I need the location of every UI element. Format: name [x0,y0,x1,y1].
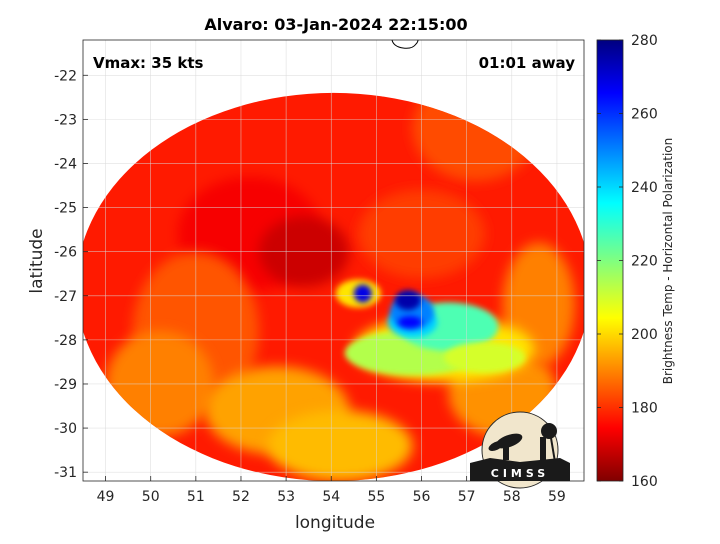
y-tick-label: -31 [54,465,77,481]
logo-label: CIMSS [491,467,549,480]
axes-frame [82,39,585,482]
y-tick-label: -22 [54,68,77,84]
y-tick-label: -26 [54,245,77,261]
colorbar [596,39,624,482]
x-tick-label: 55 [367,489,385,505]
x-axis-label: longitude [295,513,375,533]
y-tick-label: -30 [54,421,77,437]
vmax-annotation: Vmax: 35 kts [93,54,203,72]
colorbar-tick-label: 200 [631,327,658,343]
x-tick-label: 57 [458,489,476,505]
x-tick-label: 49 [97,489,115,505]
y-tick-label: -23 [54,112,77,128]
x-axis: 49 50 51 52 53 54 55 56 57 58 59 [97,476,566,505]
colorbar-ticks: 280 260 240 220 200 180 160 [597,33,658,490]
y-tick-label: -25 [54,201,77,217]
y-tick-label: -28 [54,333,77,349]
time-away-annotation: 01:01 away [479,54,576,72]
colorbar-tick-label: 220 [631,254,658,270]
x-tick-label: 51 [187,489,205,505]
y-tick-label: -27 [54,289,77,305]
colorbar-tick-label: 180 [631,401,658,417]
colorbar-tick-label: 160 [631,474,658,490]
x-tick-label: 50 [142,489,160,505]
x-tick-label: 54 [322,489,340,505]
x-tick-label: 58 [503,489,521,505]
x-tick-label: 56 [413,489,431,505]
colorbar-tick-label: 260 [631,107,658,123]
y-tick-label: -24 [54,156,77,172]
cimss-logo: CIMSS [470,411,570,489]
colorbar-label: Brightness Temp - Horizontal Polarizatio… [661,138,675,385]
x-tick-label: 52 [232,489,250,505]
y-tick-label: -29 [54,377,77,393]
x-tick-label: 53 [277,489,295,505]
y-axis-label: latitude [27,228,47,293]
chart-title: Alvaro: 03-Jan-2024 22:15:00 [204,15,467,34]
coastline-outline [391,39,419,49]
y-axis: -22 -23 -24 -25 -26 -27 -28 -29 -30 -31 [54,68,88,481]
colorbar-tick-label: 240 [631,180,658,196]
x-tick-label: 59 [548,489,566,505]
colorbar-tick-label: 280 [631,33,658,49]
